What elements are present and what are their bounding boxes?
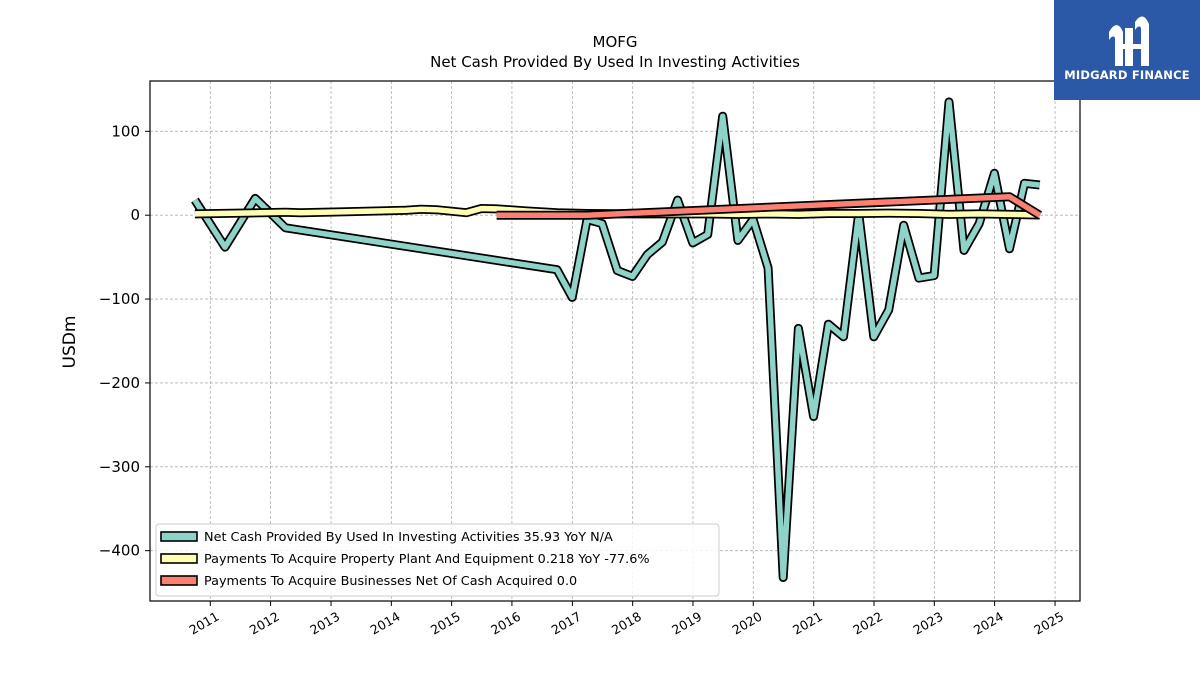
y-tick-label: −100 xyxy=(99,290,140,308)
y-tick-label: −300 xyxy=(99,458,140,476)
legend-label-2: Payments To Acquire Businesses Net Of Ca… xyxy=(204,574,577,589)
x-tick-label: 2015 xyxy=(428,609,463,638)
legend-swatch-2 xyxy=(160,575,198,586)
x-tick-label: 2019 xyxy=(669,609,704,638)
x-tick-label: 2025 xyxy=(1031,609,1066,638)
y-tick-label: 0 xyxy=(130,206,140,224)
legend-swatch-1 xyxy=(160,553,198,564)
legend: Net Cash Provided By Used In Investing A… xyxy=(155,523,720,597)
x-tick-label: 2020 xyxy=(729,609,764,638)
plot-frame xyxy=(149,80,1081,602)
x-tick-label: 2013 xyxy=(307,609,342,638)
x-tick-label: 2017 xyxy=(549,609,584,638)
legend-box xyxy=(155,523,720,597)
x-tick-label: 2018 xyxy=(609,609,644,638)
plot-area xyxy=(191,97,1043,582)
x-tick-label: 2014 xyxy=(368,609,403,638)
x-tick-label: 2016 xyxy=(488,609,523,638)
x-tick-label: 2011 xyxy=(187,609,222,638)
legend-swatch-0 xyxy=(160,531,198,542)
x-tick-label: 2022 xyxy=(850,609,885,638)
logo-text: MIDGARD FINANCE xyxy=(1064,68,1190,82)
legend-label-0: Net Cash Provided By Used In Investing A… xyxy=(204,530,613,545)
series-line-0 xyxy=(192,99,1041,581)
legend-label-1: Payments To Acquire Property Plant And E… xyxy=(204,552,650,567)
y-tick-label: −400 xyxy=(99,542,140,560)
x-tick-label: 2012 xyxy=(247,609,282,638)
x-tick-label: 2023 xyxy=(911,609,946,638)
series-line-outline-0 xyxy=(191,97,1041,582)
x-tick-label: 2024 xyxy=(971,609,1006,638)
logo-mark-icon xyxy=(1109,16,1149,66)
y-tick-label: −200 xyxy=(99,374,140,392)
x-tick-label: 2021 xyxy=(790,609,825,638)
y-axis-label: USDm xyxy=(60,316,80,369)
y-tick-label: 100 xyxy=(111,122,140,140)
series-line-2 xyxy=(496,193,1042,218)
chart-subtitle: Net Cash Provided By Used In Investing A… xyxy=(430,53,800,71)
chart-title: MOFG xyxy=(593,33,638,51)
